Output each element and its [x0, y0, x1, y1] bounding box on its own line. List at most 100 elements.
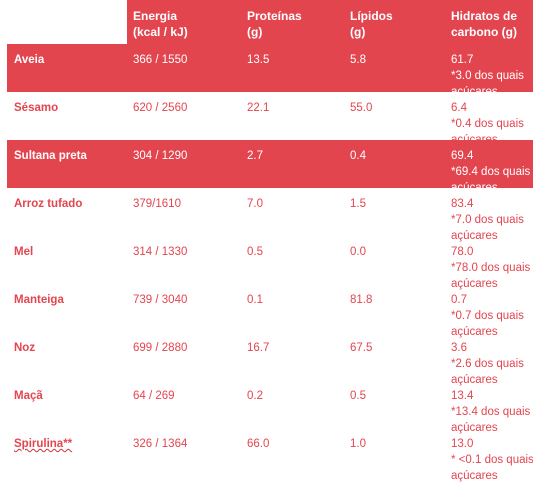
- value-cell: 0.5: [350, 388, 445, 404]
- food-name: Noz: [14, 340, 124, 356]
- carb-value: 61.7: [451, 54, 474, 66]
- sugar-note: *3.0 dos quais açúcares: [451, 70, 524, 98]
- header-cell: Proteínas (g): [247, 8, 347, 40]
- header-text: (g): [350, 25, 366, 39]
- value-cell: 366 / 1550: [133, 52, 243, 68]
- sugar-note: *13.4 dos quais açúcares: [451, 406, 531, 434]
- carb-value: 13.0: [451, 438, 474, 450]
- cell-text: Maçã: [14, 390, 43, 402]
- header-cell: Energia (kcal / kJ): [133, 8, 243, 40]
- cell-text: 366 / 1550: [133, 54, 188, 66]
- header-text: (g): [247, 25, 263, 39]
- cell-text: 326 / 1364: [133, 438, 188, 450]
- sugar-note: *7.0 dos quais açúcares: [451, 214, 524, 242]
- value-cell: 0.2: [247, 388, 347, 404]
- cell-text: 13.5: [247, 54, 270, 66]
- value-cell: 3.6 *2.6 dos quais açúcares: [451, 340, 533, 388]
- cell-text: Sultana preta: [14, 150, 87, 162]
- cell-text: 0.5: [247, 246, 263, 258]
- carb-value: 3.6: [451, 342, 467, 354]
- table-row: Sésamo 620 / 2560 22.1 55.0 6.4 *0.4 dos quai…: [7, 92, 533, 146]
- value-cell: 620 / 2560: [133, 100, 243, 116]
- cell-text: Noz: [14, 342, 36, 354]
- food-name: Maçã: [14, 388, 124, 404]
- table-row: Maçã 64 / 269 0.2 0.5 13.4 *13.4 dos quais aç…: [7, 380, 533, 434]
- cell-text: 55.0: [350, 102, 373, 114]
- cell-text: 699 / 2880: [133, 342, 188, 354]
- cell-text: 67.5: [350, 342, 373, 354]
- cell-text: 620 / 2560: [133, 102, 188, 114]
- cell-text: Mel: [14, 246, 34, 258]
- table-row: Noz 699 / 2880 16.7 67.5 3.6 *2.6 dos quais a…: [7, 332, 533, 386]
- carb-value: 83.4: [451, 198, 474, 210]
- table-row: Sultana preta 304 / 1290 2.7 0.4 69.4 *69.4 d…: [7, 140, 533, 194]
- value-cell: 1.5: [350, 196, 445, 212]
- cell-text: 66.0: [247, 438, 270, 450]
- cell-text: 739 / 3040: [133, 294, 188, 306]
- sugar-note: *2.6 dos quais açúcares: [451, 358, 524, 386]
- cell-text: Arroz tufado: [14, 198, 83, 210]
- cell-text: Sésamo: [14, 102, 59, 114]
- food-name: Manteiga: [14, 292, 124, 308]
- cell-text: 2.7: [247, 150, 263, 162]
- value-cell: 1.0: [350, 436, 445, 452]
- value-cell: 69.4 *69.4 dos quais açúcares: [451, 148, 533, 196]
- cell-text: 22.1: [247, 102, 270, 114]
- carb-value: 6.4: [451, 102, 467, 114]
- cell-text: 5.8: [350, 54, 366, 66]
- carb-value: 69.4: [451, 150, 474, 162]
- food-name: Spirulina**: [14, 436, 124, 452]
- carb-value: 13.4: [451, 390, 474, 402]
- food-name: Aveia: [14, 52, 124, 68]
- value-cell: 2.7: [247, 148, 347, 164]
- header-text: carbono (g): [451, 25, 517, 39]
- cell-text: 0.4: [350, 150, 366, 162]
- value-cell: 67.5: [350, 340, 445, 356]
- header-row: Energia (kcal / kJ) Proteínas (g) Lípidos (g)…: [127, 0, 533, 44]
- value-cell: 66.0: [247, 436, 347, 452]
- food-name: Arroz tufado: [14, 196, 124, 212]
- value-cell: 0.7 *0.7 dos quais açúcares: [451, 292, 533, 340]
- header-text: (kcal / kJ): [133, 25, 188, 39]
- carb-value: 0.7: [451, 294, 467, 306]
- cell-text: 0.2: [247, 390, 263, 402]
- cell-text: Spirulina**: [14, 438, 73, 450]
- table-row: Spirulina** 326 / 1364 66.0 1.0 13.0 * <0.1 d…: [7, 428, 533, 482]
- header-text: Lípidos: [350, 9, 393, 23]
- sugar-note: *69.4 dos quais açúcares: [451, 166, 531, 194]
- value-cell: 81.8: [350, 292, 445, 308]
- value-cell: 0.1: [247, 292, 347, 308]
- value-cell: 83.4 *7.0 dos quais açúcares: [451, 196, 533, 244]
- value-cell: 16.7: [247, 340, 347, 356]
- food-name: Sultana preta: [14, 148, 124, 164]
- header-text: Proteínas: [247, 9, 302, 23]
- value-cell: 326 / 1364: [133, 436, 243, 452]
- header-text: Energia: [133, 9, 178, 23]
- cell-text: Manteiga: [14, 294, 64, 306]
- carb-value: 78.0: [451, 246, 474, 258]
- value-cell: 0.5: [247, 244, 347, 260]
- table-row: Arroz tufado 379/1610 7.0 1.5 83.4 *7.0 dos q…: [7, 188, 533, 242]
- cell-text: 7.0: [247, 198, 263, 210]
- cell-text: 304 / 1290: [133, 150, 188, 162]
- value-cell: 22.1: [247, 100, 347, 116]
- cell-text: 0.1: [247, 294, 263, 306]
- cell-text: 64 / 269: [133, 390, 175, 402]
- table-row: Manteiga 739 / 3040 0.1 81.8 0.7 *0.7 dos qua…: [7, 284, 533, 338]
- cell-text: 314 / 1330: [133, 246, 188, 258]
- value-cell: 379/1610: [133, 196, 243, 212]
- sugar-note: *0.7 dos quais açúcares: [451, 310, 524, 338]
- value-cell: 7.0: [247, 196, 347, 212]
- value-cell: 0.4: [350, 148, 445, 164]
- value-cell: 699 / 2880: [133, 340, 243, 356]
- value-cell: 739 / 3040: [133, 292, 243, 308]
- header-text: Hidratos de: [451, 9, 518, 23]
- value-cell: 55.0: [350, 100, 445, 116]
- sugar-note: * <0.1 dos quais açúcares: [451, 454, 533, 482]
- value-cell: 0.0: [350, 244, 445, 260]
- header-cell: Hidratos de carbono (g): [451, 8, 533, 40]
- value-cell: 304 / 1290: [133, 148, 243, 164]
- value-cell: 13.5: [247, 52, 347, 68]
- value-cell: 78.0 *78.0 dos quais açúcares: [451, 244, 533, 292]
